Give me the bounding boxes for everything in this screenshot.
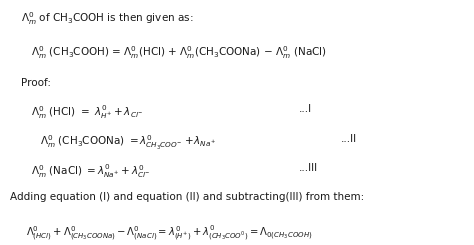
Text: $\Lambda^{0}_{m}$ (CH$_{3}$COOH) = $\Lambda^{0}_{m}$(HCl) + $\Lambda^{0}_{m}$(CH: $\Lambda^{0}_{m}$ (CH$_{3}$COOH) = $\Lam… <box>31 44 327 61</box>
Text: $\Lambda^{0}_{m}$ (CH$_{3}$COONa) $=\lambda^{0}_{CH_{3}COO^{-}}$ $+ \lambda_{Na^: $\Lambda^{0}_{m}$ (CH$_{3}$COONa) $=\lam… <box>40 134 216 152</box>
Text: $\Lambda^{0}_{(HCl)}+\Lambda^{0}_{(CH_{3}COONa)}-\Lambda^{0}_{(NaCl)}=\lambda^{0: $\Lambda^{0}_{(HCl)}+\Lambda^{0}_{(CH_{3… <box>26 224 313 244</box>
Text: ...II: ...II <box>341 134 357 144</box>
Text: $\Lambda^{0}_{m}$ (HCl) $=$ $\lambda^{0}_{H^{+}}+\lambda_{Cl^{-}}$: $\Lambda^{0}_{m}$ (HCl) $=$ $\lambda^{0}… <box>31 104 143 121</box>
Text: Adding equation (I) and equation (II) and subtracting(III) from them:: Adding equation (I) and equation (II) an… <box>10 192 365 202</box>
Text: ...I: ...I <box>299 104 312 114</box>
Text: $\Lambda^{0}_{m}$ of CH$_{3}$COOH is then given as:: $\Lambda^{0}_{m}$ of CH$_{3}$COOH is the… <box>21 10 194 27</box>
Text: Proof:: Proof: <box>21 78 51 88</box>
Text: ...III: ...III <box>299 163 318 173</box>
Text: $\Lambda^{0}_{m}$ (NaCl) $=\lambda^{0}_{Na^{+}}+\lambda^{0}_{Cl^{-}}$: $\Lambda^{0}_{m}$ (NaCl) $=\lambda^{0}_{… <box>31 163 150 180</box>
